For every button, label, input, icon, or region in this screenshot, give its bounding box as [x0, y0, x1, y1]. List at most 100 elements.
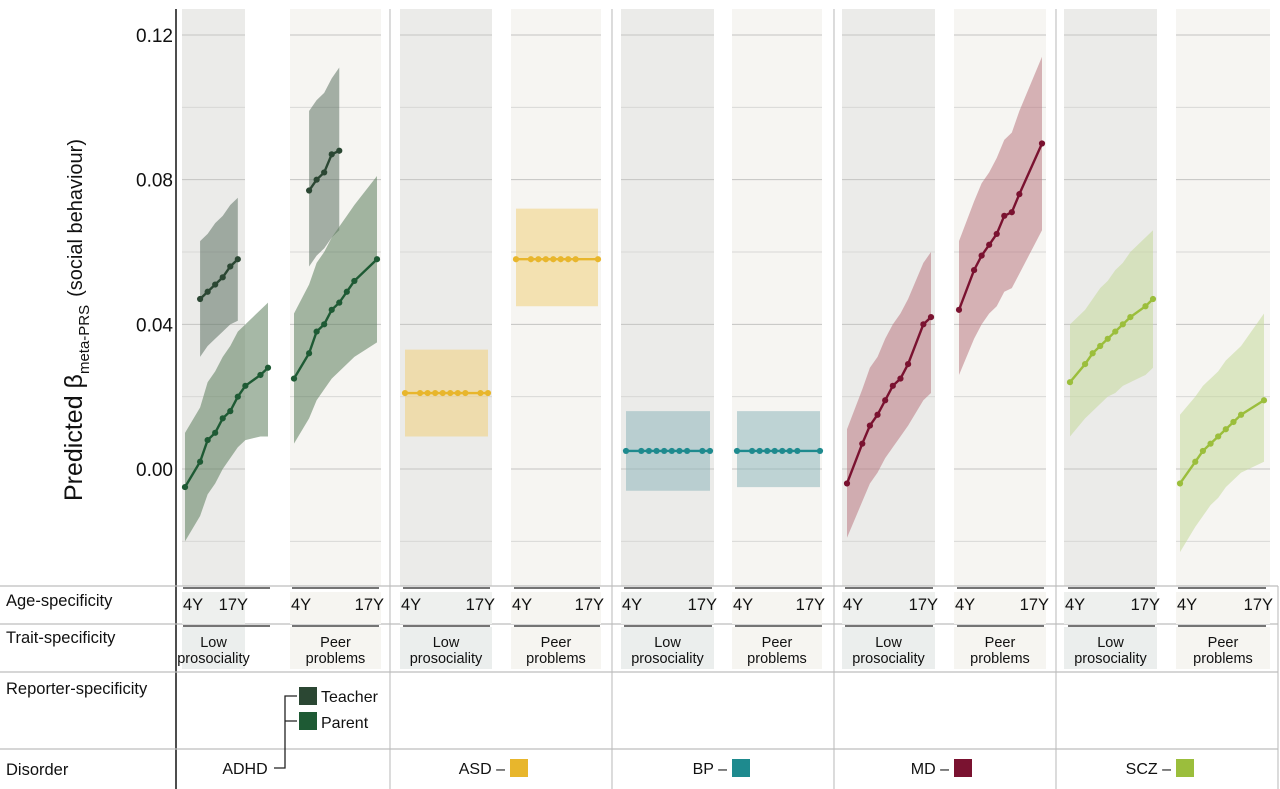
age-end-label: 17Y [575, 596, 604, 614]
data-point-bp-peer-problems [748, 447, 756, 455]
data-point-scz-low-prosociality [1127, 314, 1134, 321]
data-point-bp-peer-problems [779, 447, 786, 455]
data-point-adhd-peer-problems-parent [343, 288, 350, 295]
ci-band-adhd-peer-problems-teacher [309, 67, 340, 267]
data-point-adhd-low-prosociality-teacher [219, 274, 226, 281]
data-point-adhd-low-prosociality-teacher [212, 281, 219, 288]
y-tick-label: 0.04 [136, 315, 173, 336]
trait-label-line-1: Low [1097, 635, 1124, 651]
age-end-label: 17Y [355, 596, 384, 614]
data-point-adhd-peer-problems-parent [290, 375, 298, 382]
ci-band-bp-peer-problems [737, 411, 820, 488]
data-point-scz-peer-problems [1192, 458, 1199, 465]
age-start-label: 4Y [955, 596, 975, 614]
data-point-bp-peer-problems [756, 447, 763, 455]
y-tick-label: 0.08 [136, 171, 173, 192]
series-lines [181, 140, 1268, 491]
age-start-label: 4Y [512, 596, 532, 614]
data-point-md-low-prosociality [882, 397, 889, 404]
data-point-adhd-peer-problems-parent [351, 277, 358, 285]
data-point-scz-peer-problems [1237, 411, 1245, 418]
row-label-age: Age-specificity [6, 592, 113, 610]
trait-cell-bg [511, 627, 601, 669]
data-point-bp-peer-problems [764, 447, 771, 455]
data-point-md-low-prosociality [920, 321, 927, 328]
data-point-scz-peer-problems [1230, 418, 1237, 426]
age-end-label: 17Y [219, 596, 248, 614]
data-point-asd-low-prosociality [416, 389, 424, 397]
age-end-label: 17Y [688, 596, 717, 614]
data-point-scz-peer-problems [1215, 433, 1222, 440]
data-point-bp-low-prosociality [683, 447, 691, 455]
data-point-asd-peer-problems [594, 256, 602, 263]
trait-cell-bg [1064, 627, 1157, 669]
data-point-md-low-prosociality [843, 480, 851, 487]
age-start-label: 4Y [1065, 596, 1085, 614]
y-tick-labels: 0.12 0.08 0.04 0.00 [136, 26, 173, 481]
trait-label-line-1: Peer [541, 635, 572, 651]
data-point-bp-low-prosociality [645, 447, 653, 455]
data-point-adhd-peer-problems-teacher [313, 176, 320, 183]
age-end-label: 17Y [1244, 596, 1273, 614]
data-point-scz-low-prosociality [1081, 361, 1089, 368]
panel-bg-bp-peer-problems [732, 9, 822, 586]
age-cell-bg [400, 592, 492, 624]
trait-cell-bg [290, 627, 381, 669]
disorder-label-adhd: ADHD [222, 761, 267, 778]
disorder-swatch-asd [510, 759, 528, 777]
data-point-asd-low-prosociality [447, 389, 454, 397]
age-cell-bg [511, 592, 601, 624]
age-start-label: 4Y [291, 596, 311, 614]
data-point-md-low-prosociality [889, 382, 896, 389]
data-point-asd-low-prosociality [401, 389, 409, 397]
age-cell-bg [842, 592, 935, 624]
trait-label-line-1: Peer [1208, 635, 1239, 651]
age-start-label: 4Y [401, 596, 421, 614]
disorder-swatch-md [954, 759, 972, 777]
age-cell-bg [182, 592, 245, 624]
age-start-label: 4Y [1177, 596, 1197, 614]
data-point-bp-peer-problems [786, 447, 793, 455]
data-point-asd-low-prosociality [462, 389, 469, 397]
data-point-adhd-peer-problems-parent [336, 299, 343, 306]
disorder-label-md: MD – [911, 761, 949, 778]
data-point-bp-low-prosociality [706, 447, 714, 455]
data-point-md-peer-problems [955, 306, 963, 313]
age-end-label: 17Y [1020, 596, 1049, 614]
data-point-asd-low-prosociality [454, 389, 461, 397]
data-point-asd-peer-problems [557, 256, 564, 263]
age-end-label: 17Y [796, 596, 825, 614]
data-point-md-peer-problems [1008, 209, 1015, 216]
legend-bracket [274, 695, 297, 769]
ci-band-adhd-peer-problems-parent [294, 176, 377, 444]
age-cell-bg [1064, 592, 1157, 624]
data-point-md-peer-problems [978, 252, 985, 259]
disorder-row: ADHD ASD – BP – MD – SCZ – [222, 759, 1194, 778]
trait-label-line-1: Peer [762, 635, 793, 651]
data-point-adhd-low-prosociality-parent [257, 371, 264, 379]
parent-label: Parent [321, 715, 369, 732]
trait-cell-bg [182, 627, 245, 669]
trait-label-line-2: prosociality [410, 651, 483, 667]
trait-label-line-1: Low [654, 635, 681, 651]
data-point-md-peer-problems [1038, 140, 1046, 147]
data-point-bp-low-prosociality [661, 447, 668, 455]
age-start-label: 4Y [183, 596, 203, 614]
data-point-md-low-prosociality [927, 314, 935, 321]
data-point-md-peer-problems [1016, 191, 1023, 198]
data-point-asd-peer-problems [572, 256, 579, 263]
data-point-scz-low-prosociality [1097, 342, 1104, 350]
age-end-label: 17Y [909, 596, 938, 614]
series-line-md-low-prosociality [845, 316, 932, 484]
y-axis: 0.12 0.08 0.04 0.00 Predicted βmeta-PRS (soc… [60, 26, 173, 501]
trait-cell-bg [1176, 627, 1270, 669]
trait-label-line-2: prosociality [177, 651, 250, 667]
data-point-scz-low-prosociality [1119, 321, 1126, 328]
y-tick-label: 0.12 [136, 26, 173, 47]
y-axis-label-subscript: meta-PRS [76, 305, 93, 374]
data-point-md-low-prosociality [897, 375, 904, 382]
data-point-bp-low-prosociality [699, 447, 706, 455]
age-cell-bg [732, 592, 822, 624]
trait-specificity-row: LowprosocialityPeerproblemsLowprosociali… [177, 625, 1270, 669]
trait-label-line-2: problems [747, 651, 807, 667]
